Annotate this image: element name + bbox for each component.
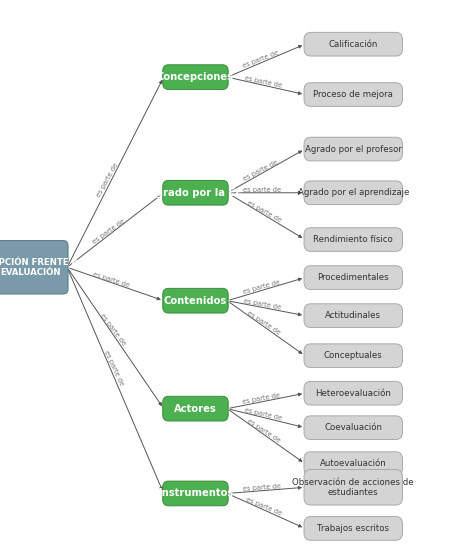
Text: es parte de: es parte de: [243, 187, 281, 192]
Text: Conceptuales: Conceptuales: [324, 351, 382, 360]
Text: Coevaluación: Coevaluación: [324, 423, 382, 432]
Text: es parte de: es parte de: [96, 162, 120, 199]
FancyBboxPatch shape: [0, 240, 68, 294]
Text: es parte de: es parte de: [243, 159, 279, 182]
Text: es parte de: es parte de: [92, 271, 130, 288]
Text: Contenidos: Contenidos: [164, 296, 227, 306]
FancyBboxPatch shape: [304, 138, 402, 161]
Text: es parte de: es parte de: [242, 50, 280, 69]
Text: Concepciones: Concepciones: [157, 72, 234, 82]
Text: es parte de: es parte de: [245, 199, 282, 223]
Text: es parte de: es parte de: [243, 392, 281, 405]
Text: Procedimentales: Procedimentales: [317, 273, 389, 282]
Text: es parte de: es parte de: [99, 312, 127, 346]
FancyBboxPatch shape: [304, 82, 402, 106]
Text: Agrado por el aprendizaje: Agrado por el aprendizaje: [298, 188, 409, 197]
Text: Instrumentos: Instrumentos: [158, 488, 233, 498]
FancyBboxPatch shape: [163, 481, 228, 506]
Text: es parte de: es parte de: [91, 218, 126, 245]
FancyBboxPatch shape: [304, 266, 402, 289]
Text: es parte de: es parte de: [244, 497, 282, 516]
Text: Calificación: Calificación: [329, 40, 378, 49]
FancyBboxPatch shape: [163, 397, 228, 421]
Text: es parte de: es parte de: [242, 279, 281, 295]
FancyBboxPatch shape: [304, 381, 402, 405]
Text: es parte de: es parte de: [103, 349, 124, 386]
Text: Agrado por el profesor: Agrado por el profesor: [305, 145, 402, 153]
Text: es parte de: es parte de: [243, 483, 281, 492]
Text: es parte de: es parte de: [244, 75, 282, 89]
Text: Rendimiento físico: Rendimiento físico: [313, 235, 393, 244]
Text: PERCEPCIÓN FRENTE A LA
EVALUACIÓN: PERCEPCIÓN FRENTE A LA EVALUACIÓN: [0, 257, 93, 277]
Text: Heteroevaluación: Heteroevaluación: [315, 389, 391, 398]
Text: Observación de acciones de
estudiantes: Observación de acciones de estudiantes: [292, 477, 414, 497]
Text: es parte de: es parte de: [244, 407, 282, 421]
Text: es parte de: es parte de: [246, 418, 282, 444]
Text: Proceso de mejora: Proceso de mejora: [313, 90, 393, 99]
FancyBboxPatch shape: [304, 228, 402, 251]
FancyBboxPatch shape: [304, 181, 402, 205]
Text: Trabajos escritos: Trabajos escritos: [317, 524, 389, 533]
Text: Actitudinales: Actitudinales: [325, 311, 381, 320]
Text: Agrado por la EF: Agrado por la EF: [148, 188, 243, 198]
FancyBboxPatch shape: [304, 416, 402, 439]
FancyBboxPatch shape: [163, 65, 228, 90]
FancyBboxPatch shape: [304, 516, 402, 540]
Text: es parte de: es parte de: [244, 298, 282, 311]
Text: Actores: Actores: [174, 404, 217, 414]
FancyBboxPatch shape: [304, 304, 402, 327]
FancyBboxPatch shape: [304, 344, 402, 367]
FancyBboxPatch shape: [163, 288, 228, 313]
Text: Autoevaluación: Autoevaluación: [320, 459, 387, 468]
FancyBboxPatch shape: [304, 470, 402, 505]
Text: es parte de: es parte de: [246, 310, 282, 336]
FancyBboxPatch shape: [304, 452, 402, 475]
FancyBboxPatch shape: [163, 180, 228, 205]
FancyBboxPatch shape: [304, 32, 402, 56]
